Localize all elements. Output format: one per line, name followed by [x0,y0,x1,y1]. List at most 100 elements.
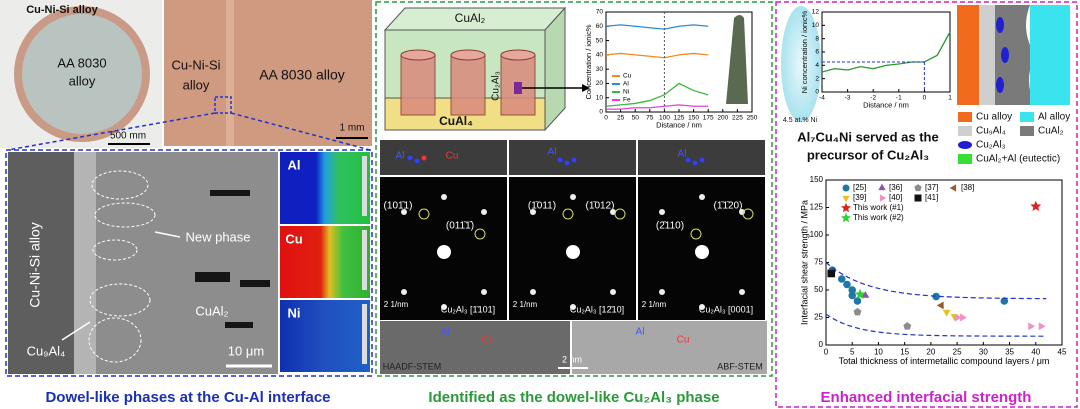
line [61,321,91,341]
hrtem-image [380,140,507,175]
label: (011̄1̄) [446,221,474,232]
legend-label: [37] [925,183,938,192]
atom-dot [414,158,420,164]
x-tick-label: -2 [870,95,876,102]
panel-frame [375,1,773,377]
label: 2 1/nm [384,300,409,309]
y-tick-label: 0 [599,109,603,116]
ring [614,208,626,220]
label: ABF-STEM [717,361,763,371]
label: alloy [69,73,96,88]
shape [1030,5,1070,105]
shape [450,54,486,116]
legend-label: [41] [925,193,938,202]
shape [979,5,995,105]
shape [362,304,367,364]
x-tick-label: 25 [617,115,625,122]
ring [690,228,702,240]
dowel-outline [88,317,142,363]
label: 500 mm [110,131,146,142]
spot [570,304,576,310]
x-tick-label: 175 [703,115,714,122]
y-tick-label: 20 [596,80,604,87]
label: CuAl₂ [1038,126,1064,137]
y-axis-title: Interfacial shear strength / MPa [800,200,810,325]
shape [514,82,522,94]
x-tick-label: -4 [819,95,825,102]
label: Al [548,147,557,158]
label: Cu₉Al₄ [27,343,66,358]
point [903,322,912,330]
x-axis-title: Total thickness of intermetallic compoun… [839,356,1050,366]
y-tick-label: 4 [815,62,819,69]
x-tick-label: 5 [850,347,855,356]
y-axis-title: Ni concentration / ionic% [800,10,809,93]
label: Al [396,151,405,162]
ring [742,208,754,220]
legend-label: [40] [889,193,902,202]
point [1000,297,1009,305]
label: precursor of Cu₂Al₃ [807,147,929,162]
bound-curve [825,262,1047,300]
y-tick-label: 8 [815,35,819,42]
y-tick-label: 125 [810,203,824,212]
label: Cu₂Al₃ [12̄10] [570,304,624,314]
label: Al [441,327,450,338]
legend-marker [842,184,850,192]
label: Identified as the dowel-like Cu₂Al₃ phas… [428,389,719,406]
central-spot [437,245,451,259]
shape [74,152,96,374]
x-tick-label: 1 [948,95,952,102]
eutectic [995,5,1035,105]
data-line [605,52,709,59]
legend-marker [914,194,922,202]
x-tick-label: 0 [824,347,829,356]
legend-swatch [958,154,972,164]
line [7,112,216,151]
spot [659,209,665,215]
x-tick-label: 100 [659,115,670,122]
legend-marker [841,202,851,213]
y-tick-label: 0 [819,340,824,349]
disk-core [22,14,142,134]
x-axis-title: Distance / nm [656,121,702,130]
y-tick-label: 60 [596,23,604,30]
legend-marker [842,195,850,203]
label: Cu alloy [976,112,1012,123]
label: CuAl₂ [195,303,228,318]
y-tick-label: 50 [814,285,823,294]
label: AA 8030 alloy [259,67,345,83]
point [853,307,862,316]
spot [739,289,745,295]
label: Al alloy [1038,112,1070,123]
y-tick-label: 75 [814,258,823,267]
cu2al3 [996,17,1004,33]
label: Cu [677,335,690,346]
shape [225,322,253,328]
cylinder-top [400,49,436,61]
legend-marker [914,184,922,192]
arrow-head [582,84,590,92]
x-tick-label: 50 [632,115,640,122]
spot [659,289,665,295]
label: (1̄012) [586,201,615,212]
plot-frame [821,11,951,93]
label: Cu₂Al₃ [491,71,502,101]
ring [474,228,486,240]
label: (1̄011) [528,201,556,212]
data-line [606,104,709,110]
dowel-outline [89,283,151,317]
central-spot [695,245,709,259]
atom-dot [407,155,413,161]
spot [570,194,576,200]
label: Al₇Cu₄Ni served as the [797,129,938,144]
label: CuAl₂+Al (eutectic) [976,154,1060,165]
legend-label: This work (#1) [853,203,904,212]
label: Cu [446,151,459,162]
point [932,292,940,301]
cylinder-top [450,49,486,61]
x-tick-label: 225 [732,115,743,122]
point [861,290,870,298]
shape [195,272,230,282]
point [942,309,951,317]
